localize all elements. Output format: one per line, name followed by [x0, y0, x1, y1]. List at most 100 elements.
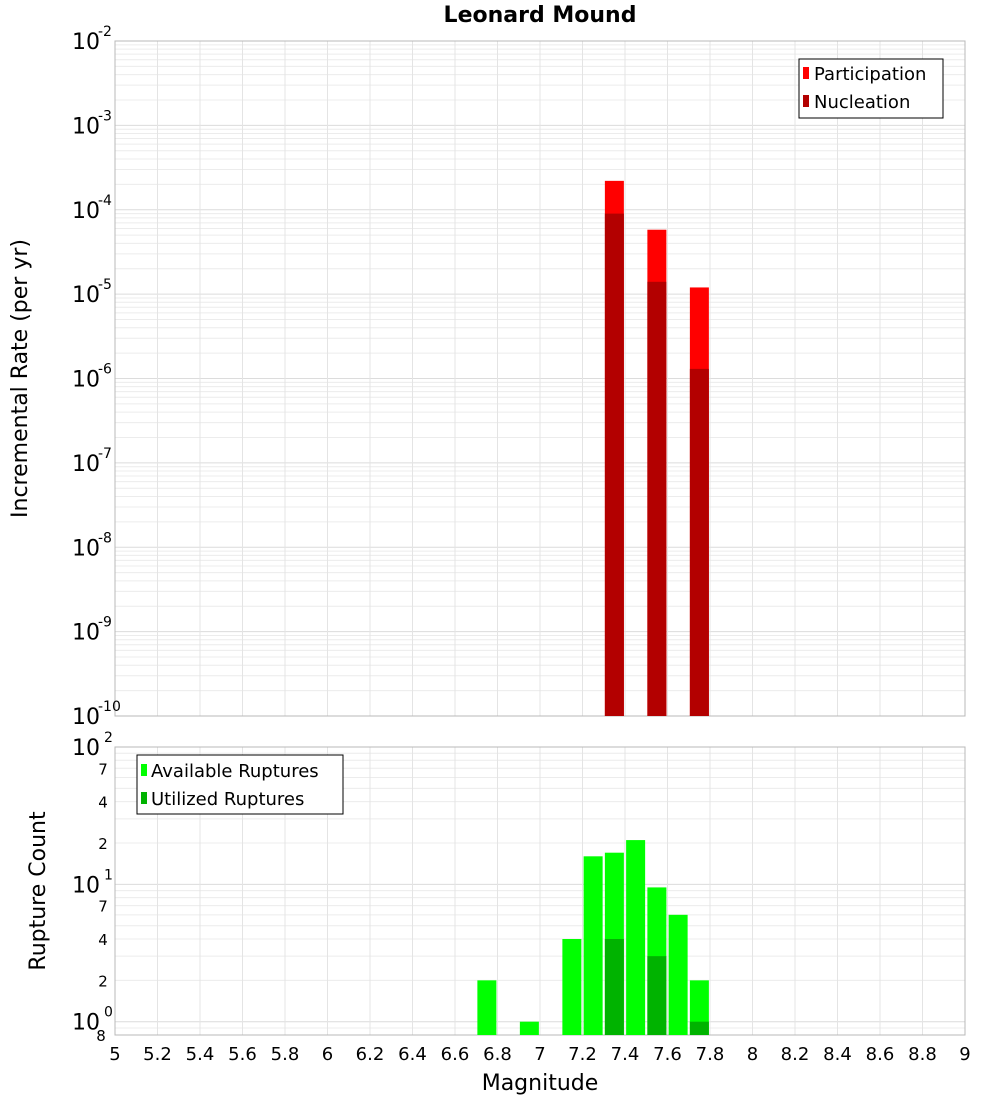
tick-exponent: -2 — [98, 24, 112, 40]
legend-label: Available Ruptures — [151, 761, 319, 782]
x-tick-label: 6.4 — [398, 1044, 427, 1065]
x-axis-label: Magnitude — [482, 1071, 599, 1096]
y-tick-label-top: 10-6 — [72, 362, 112, 393]
y-tick-label-bottom: 10 1 — [72, 867, 113, 898]
x-tick-label: 8 — [747, 1044, 758, 1065]
x-tick-label: 5.2 — [143, 1044, 172, 1065]
y-minor-tick-label: 7 — [98, 898, 108, 916]
legend-top: Participation Nucleation — [798, 58, 944, 119]
tick-exponent: -8 — [98, 530, 112, 546]
tick-exponent: -5 — [98, 277, 112, 293]
tick-base: 10 — [72, 536, 100, 561]
bar-nucleation — [647, 281, 667, 716]
tick-base: 10 — [72, 283, 100, 308]
y-tick-label-top: 10-5 — [72, 277, 112, 308]
legend-label: Participation — [814, 64, 926, 85]
y-tick-label-top: 10-10 — [72, 699, 121, 730]
legend-swatch — [803, 67, 809, 79]
y-tick-label-top: 10-2 — [72, 24, 112, 55]
tick-exponent: -7 — [98, 446, 112, 462]
y-tick-label-top: 10-7 — [72, 446, 112, 477]
tick-exponent: -9 — [98, 615, 112, 631]
y-minor-tick-label: 8 — [96, 1027, 106, 1045]
x-tick-label: 7.8 — [696, 1044, 725, 1065]
tick-base: 10 — [72, 1011, 100, 1036]
y-axis-label-bottom: Rupture Count — [26, 811, 51, 971]
y-tick-label-top: 10-9 — [72, 615, 112, 646]
tick-base: 10 — [72, 621, 100, 646]
y-tick-label-top: 10-3 — [72, 108, 112, 139]
bar-available-ruptures — [477, 980, 497, 1035]
tick-exponent: 2 — [104, 730, 113, 746]
bar-available-ruptures — [626, 840, 646, 1035]
y-minor-tick-label: 2 — [98, 972, 108, 990]
y-minor-tick-label: 2 — [98, 835, 108, 853]
x-tick-label: 7.2 — [568, 1044, 597, 1065]
tick-exponent: 0 — [104, 1005, 113, 1021]
tick-exponent: -3 — [98, 108, 112, 124]
bar-utilized-ruptures — [604, 939, 624, 1035]
tick-exponent: 1 — [104, 867, 113, 883]
tick-base: 10 — [72, 736, 100, 761]
legend-box — [136, 754, 344, 815]
x-tick-label: 7.6 — [653, 1044, 682, 1065]
y-tick-label-bottom: 10 2 — [72, 730, 113, 761]
x-tick-label: 6.2 — [356, 1044, 385, 1065]
y-minor-tick-label: 7 — [98, 760, 108, 778]
legend-box — [798, 58, 944, 119]
x-tick-label: 5 — [109, 1044, 120, 1065]
bar-utilized-ruptures — [689, 1021, 709, 1035]
series-nucleation — [604, 213, 709, 717]
x-tick-label: 6.8 — [483, 1044, 512, 1065]
tick-base: 10 — [72, 452, 100, 477]
bar-available-ruptures — [519, 1021, 539, 1035]
bar-utilized-ruptures — [647, 956, 667, 1035]
legend-swatch — [141, 792, 147, 804]
series-available-ruptures — [477, 840, 709, 1035]
bottom-plot-frame — [114, 746, 966, 1036]
y-tick-label-top: 10-4 — [72, 193, 112, 224]
y-tick-label-bottom: 10 0 — [72, 1005, 113, 1036]
tick-base: 10 — [72, 705, 100, 730]
tick-exponent: -6 — [98, 362, 112, 378]
x-tick-label: 5.8 — [271, 1044, 300, 1065]
y-minor-tick-label: 4 — [98, 931, 108, 949]
x-tick-label: 8.4 — [823, 1044, 852, 1065]
top-gridlines — [114, 41, 966, 717]
tick-base: 10 — [72, 368, 100, 393]
x-tick-label: 5.6 — [228, 1044, 257, 1065]
chart-title: Leonard Mound — [444, 3, 637, 28]
bar-available-ruptures — [689, 980, 709, 1035]
x-tick-label: 8.2 — [781, 1044, 810, 1065]
legend-label: Nucleation — [814, 92, 910, 113]
x-tick-label: 8.8 — [908, 1044, 937, 1065]
tick-base: 10 — [72, 873, 100, 898]
y-minor-tick-label: 4 — [98, 794, 108, 812]
y-axis-label-top: Incremental Rate (per yr) — [8, 239, 33, 518]
legend-label: Utilized Ruptures — [151, 789, 304, 810]
y-tick-label-top: 10-8 — [72, 530, 112, 561]
tick-base: 10 — [72, 30, 100, 55]
bar-nucleation — [604, 213, 624, 717]
top-plot-frame — [114, 40, 966, 717]
legend-bottom: Available Ruptures Utilized Ruptures — [136, 754, 344, 815]
bar-available-ruptures — [562, 939, 582, 1035]
bar-available-ruptures — [583, 856, 603, 1035]
legend-swatch — [803, 95, 809, 107]
series-utilized-ruptures — [604, 939, 709, 1035]
x-tick-label: 6.6 — [441, 1044, 470, 1065]
bar-nucleation — [689, 368, 709, 716]
tick-exponent: -10 — [98, 699, 121, 715]
x-tick-label: 6 — [322, 1044, 333, 1065]
tick-exponent: -4 — [98, 193, 112, 209]
x-tick-label: 5.4 — [186, 1044, 215, 1065]
x-tick-label: 7 — [534, 1044, 545, 1065]
bar-available-ruptures — [668, 914, 688, 1035]
x-tick-label: 7.4 — [611, 1044, 640, 1065]
tick-base: 10 — [72, 114, 100, 139]
tick-base: 10 — [72, 199, 100, 224]
x-tick-label: 8.6 — [866, 1044, 895, 1065]
x-tick-label: 9 — [959, 1044, 970, 1065]
